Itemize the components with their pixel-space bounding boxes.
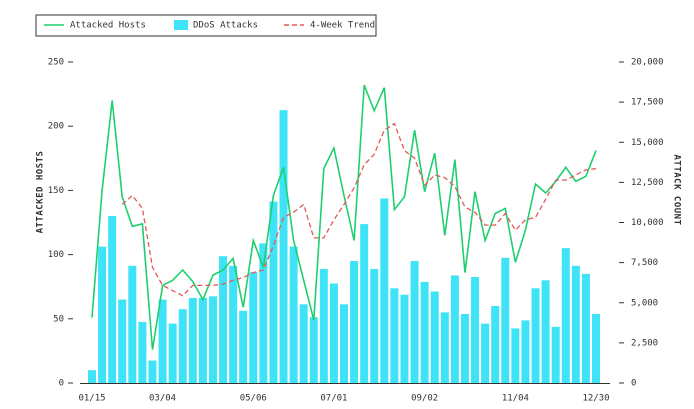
y2-tick-label: 12,500 xyxy=(631,178,664,188)
bar xyxy=(219,256,228,383)
bar xyxy=(239,310,248,383)
bar xyxy=(551,326,560,383)
x-tick-label: 07/01 xyxy=(320,394,347,404)
y2-tick-label: 15,000 xyxy=(631,138,664,148)
bar xyxy=(430,291,439,383)
y2-axis-title: ATTACK COUNT xyxy=(672,154,682,225)
bar xyxy=(531,288,540,383)
y-tick-label: 200 xyxy=(48,122,64,132)
x-tick-label: 03/04 xyxy=(149,394,176,404)
bar xyxy=(420,281,429,383)
bar xyxy=(98,246,107,383)
y-tick-label: 50 xyxy=(53,314,64,324)
bar xyxy=(118,299,127,383)
bar xyxy=(208,296,217,383)
legend-box xyxy=(35,14,377,37)
bar xyxy=(571,265,580,383)
y2-tick-label: 5,000 xyxy=(631,298,658,308)
bar xyxy=(148,360,157,383)
bar xyxy=(471,277,480,383)
bar xyxy=(380,198,389,383)
bar xyxy=(581,273,590,383)
y2-tick-label: 10,000 xyxy=(631,218,664,228)
bar xyxy=(249,272,258,383)
y2-tick-label: 7,500 xyxy=(631,258,658,268)
bar xyxy=(138,322,147,383)
y2-tick-label: 0 xyxy=(631,379,636,389)
bar xyxy=(198,297,207,383)
bar xyxy=(491,305,500,383)
line xyxy=(91,84,597,350)
bar xyxy=(188,297,197,383)
y-axis-title: ATTACKED HOSTS xyxy=(36,151,46,234)
bar xyxy=(541,280,550,383)
x-tick-label: 05/06 xyxy=(240,394,267,404)
bar xyxy=(269,201,278,383)
bar xyxy=(88,370,96,383)
bar xyxy=(521,320,530,383)
y-tick-label: 150 xyxy=(48,186,64,196)
bar xyxy=(460,313,469,383)
trend-line xyxy=(121,122,597,297)
bar xyxy=(319,269,328,383)
y-tick-label: 0 xyxy=(59,379,64,389)
bar xyxy=(592,313,600,383)
bar xyxy=(178,309,187,383)
x-tick-label: 12/30 xyxy=(582,394,609,404)
bar xyxy=(158,299,167,383)
bar xyxy=(360,224,369,383)
y2-tick-label: 2,500 xyxy=(631,338,658,348)
bar xyxy=(279,110,288,384)
bar xyxy=(370,269,379,383)
x-tick-label: 01/15 xyxy=(78,394,105,404)
bar xyxy=(400,294,409,383)
bar xyxy=(561,248,570,383)
bar xyxy=(501,257,510,383)
y2-tick-label: 20,000 xyxy=(631,58,664,68)
y-tick-label: 250 xyxy=(48,58,64,68)
bar xyxy=(299,304,308,383)
legend-label: 4-Week Trend xyxy=(310,21,375,31)
bar xyxy=(390,288,399,383)
legend-swatch xyxy=(174,20,188,30)
bar xyxy=(229,265,238,383)
bar xyxy=(450,275,459,383)
bar xyxy=(329,283,338,383)
bar xyxy=(410,261,419,383)
y2-tick-label: 17,500 xyxy=(631,98,664,108)
bar xyxy=(511,328,520,383)
y-tick-label: 100 xyxy=(48,250,64,260)
bar xyxy=(340,304,348,383)
bar xyxy=(440,312,449,383)
bar xyxy=(309,317,318,383)
legend-label: Attacked Hosts xyxy=(70,21,146,31)
bar xyxy=(108,216,117,383)
x-tick-label: 09/02 xyxy=(411,394,438,404)
x-tick-label: 11/04 xyxy=(502,394,529,404)
bar xyxy=(168,323,177,383)
bar xyxy=(289,246,298,383)
bar xyxy=(128,265,137,383)
bar xyxy=(481,323,490,383)
bar xyxy=(350,261,359,383)
legend-label: DDoS Attacks xyxy=(193,21,258,31)
bar xyxy=(259,243,268,383)
